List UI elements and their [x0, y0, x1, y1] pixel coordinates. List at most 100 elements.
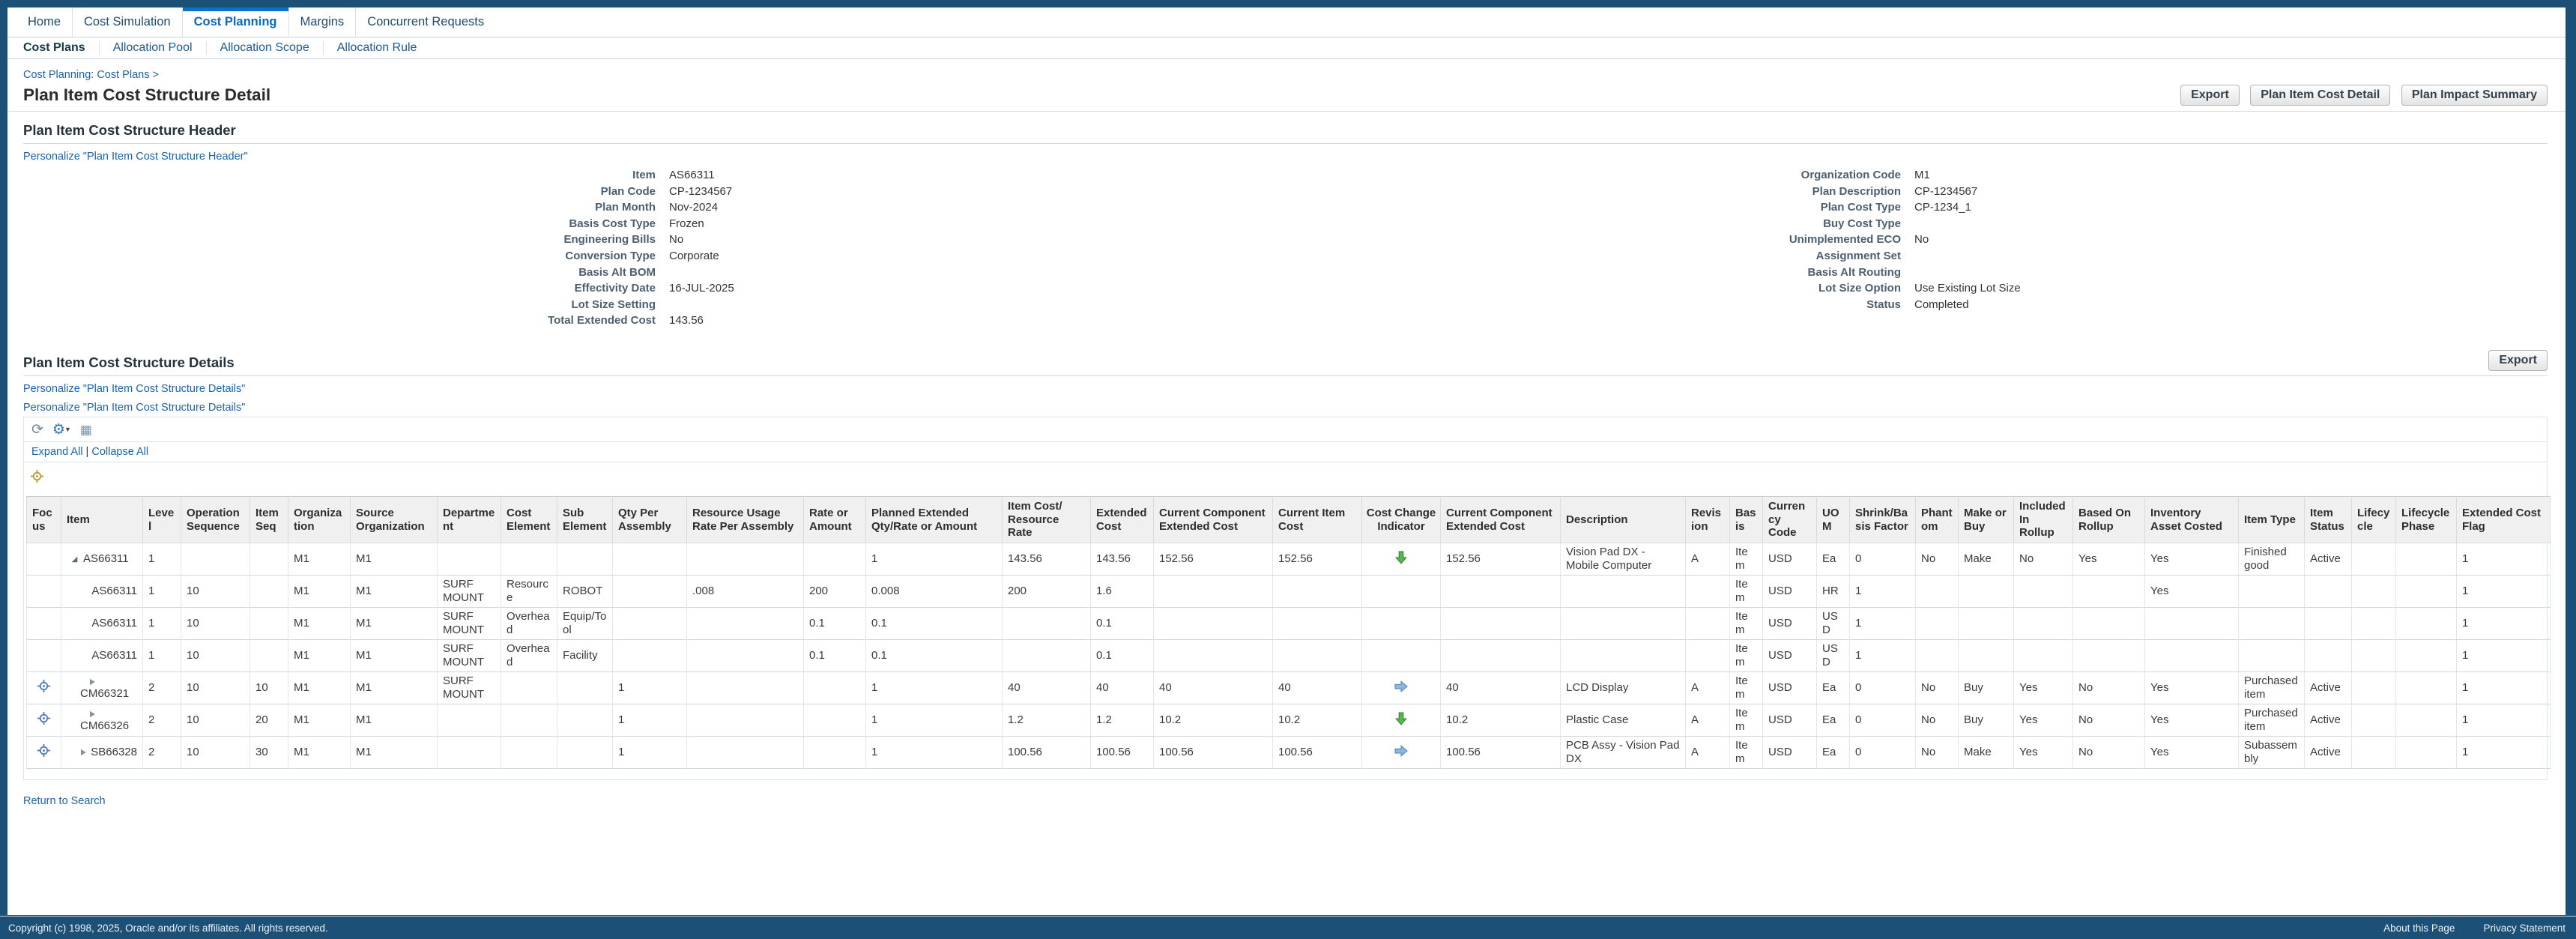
cell-lifecycle: [2351, 671, 2396, 705]
settings-control[interactable]: ⚙ ▼: [52, 423, 71, 437]
cell-item: AS66311: [61, 575, 143, 609]
cell-shrink: 1: [1849, 607, 1916, 641]
cell-qty: [612, 607, 687, 641]
collapsed-caret-icon[interactable]: [67, 676, 137, 687]
column-header-desc: Description: [1560, 495, 1686, 544]
cell-item: SB66328: [61, 736, 143, 770]
cell-focus: [26, 575, 61, 609]
cell-itype: Purchased item: [2238, 671, 2305, 705]
header-section: Plan Item Cost Structure Header Personal…: [7, 122, 2566, 339]
column-header-qty: Qty Per Assembly: [612, 495, 687, 544]
cell-org: M1: [288, 639, 351, 673]
field-label: Unimplemented ECO: [1789, 233, 1901, 247]
cell-makebuy: Make: [1958, 543, 2014, 576]
plan-item-cost-detail-button[interactable]: Plan Item Cost Detail: [2250, 85, 2391, 106]
cell-srcorg: M1: [350, 736, 438, 770]
cell-curr: USD: [1762, 543, 1817, 576]
gear-icon: ⚙: [52, 421, 65, 438]
cell-dept: SURF MOUNT: [437, 639, 501, 673]
column-header-opseq: Operation Sequence: [181, 495, 250, 544]
cell-based: [2072, 607, 2145, 641]
cell-basis: Item: [1729, 607, 1763, 641]
field-value: Frozen: [669, 217, 704, 230]
cell-curitem: [1272, 607, 1362, 641]
cell-curcomp: 152.56: [1153, 543, 1273, 576]
refresh-icon[interactable]: ⟳: [31, 421, 43, 438]
cell-makebuy: [1958, 607, 2014, 641]
field-label: Organization Code: [1801, 169, 1901, 181]
cell-istatus: [2304, 607, 2352, 641]
cell-itype: Subassembly: [2238, 736, 2305, 770]
export-button[interactable]: Export: [2180, 85, 2240, 106]
cell-extcost: 1.6: [1090, 575, 1154, 609]
detach-table-icon[interactable]: ▦: [79, 422, 92, 437]
collapse-all-link[interactable]: Collapse All: [91, 446, 149, 458]
field-label: Plan Cost Type: [1820, 201, 1901, 214]
tab-home[interactable]: Home: [16, 7, 72, 37]
subtab-cost-plans[interactable]: Cost Plans: [23, 41, 85, 54]
cell-org: M1: [288, 543, 351, 576]
subtab-allocation-rule[interactable]: Allocation Rule: [322, 41, 431, 55]
collapsed-caret-icon[interactable]: [79, 746, 91, 758]
privacy-statement-link[interactable]: Privacy Statement: [2483, 922, 2566, 934]
field-value: CP-1234_1: [1914, 201, 1971, 214]
field-buy-cost-type: Buy Cost Type: [1154, 217, 2021, 234]
cell-srcorg: M1: [350, 543, 438, 576]
expand-all-link[interactable]: Expand All: [31, 446, 83, 458]
field-plan-month: Plan Month Nov-2024: [7, 201, 734, 217]
tab-cost-planning[interactable]: Cost Planning: [181, 7, 288, 37]
tab-cost-simulation[interactable]: Cost Simulation: [72, 7, 182, 37]
field-basis-alt-routing: Basis Alt Routing: [1154, 266, 2021, 283]
return-to-search-link[interactable]: Return to Search: [23, 795, 106, 808]
cell-curcomp: 40: [1153, 671, 1273, 705]
cell-qty: [612, 543, 687, 576]
cell-curr: USD: [1762, 671, 1817, 705]
breadcrumb-link[interactable]: Cost Planning: Cost Plans: [23, 69, 150, 81]
tab-margins[interactable]: Margins: [288, 7, 356, 37]
cell-item: CM66326: [61, 704, 143, 737]
focus-target-icon[interactable]: [37, 711, 51, 725]
details-export-button[interactable]: Export: [2488, 350, 2548, 371]
cell-istatus: Active: [2304, 671, 2352, 705]
cell-based: [2072, 575, 2145, 609]
cell-rate: [803, 671, 866, 705]
column-header-shrink: Shrink/Basis Factor: [1849, 495, 1916, 544]
column-header-curr: Currency Code: [1762, 495, 1817, 544]
add-target-icon[interactable]: [30, 469, 44, 483]
subtab-allocation-pool[interactable]: Allocation Pool: [98, 41, 206, 55]
cell-curr: USD: [1762, 575, 1817, 609]
collapsed-caret-icon[interactable]: [67, 708, 137, 719]
cell-itemcost: [1002, 607, 1091, 641]
focus-target-icon[interactable]: [37, 679, 51, 693]
tab-label: Cost Simulation: [84, 15, 171, 28]
personalize-details-link-1[interactable]: Personalize "Plan Item Cost Structure De…: [23, 383, 246, 395]
column-header-usage: Resource Usage Rate Per Assembly: [686, 495, 804, 544]
details-table-container: ⟳ ⚙ ▼ ▦ Expand All | Collapse All Focus I…: [23, 417, 2551, 781]
cell-curcomp2: [1440, 575, 1561, 609]
field-label: Status: [1866, 298, 1901, 311]
cell-curcomp: [1153, 639, 1273, 673]
personalize-header-link[interactable]: Personalize "Plan Item Cost Structure He…: [23, 151, 248, 163]
subtab-allocation-scope[interactable]: Allocation Scope: [205, 41, 323, 55]
cell-dept: [437, 543, 501, 576]
cell-basis: Item: [1729, 639, 1763, 673]
about-this-page-link[interactable]: About this Page: [2383, 922, 2455, 934]
cell-itemcost: 143.56: [1002, 543, 1091, 576]
cell-indicator: [1361, 736, 1441, 770]
plan-impact-summary-button[interactable]: Plan Impact Summary: [2401, 85, 2548, 106]
cell-curcomp2: 10.2: [1440, 704, 1561, 737]
focus-target-icon[interactable]: [37, 743, 51, 758]
cell-usage: [686, 543, 804, 576]
cell-curcomp: [1153, 607, 1273, 641]
personalize-details-link-2[interactable]: Personalize "Plan Item Cost Structure De…: [23, 402, 246, 414]
cell-subelem: ROBOT: [557, 575, 613, 609]
cost-structure-table: Focus Item Level Operation Sequence Item Seq…: [26, 495, 2551, 770]
cell-org: M1: [288, 607, 351, 641]
expanded-caret-icon[interactable]: [67, 552, 83, 565]
active-tab-indicator: [182, 7, 288, 11]
tab-concurrent-requests[interactable]: Concurrent Requests: [355, 7, 495, 37]
header-fields-right-column: Organization Code M1 Plan Description CP-12…: [1154, 169, 2021, 314]
field-plan-cost-type: Plan Cost Type CP-1234_1: [1154, 201, 2021, 217]
cell-focus: [26, 543, 61, 576]
cell-item: CM66321: [61, 671, 143, 705]
